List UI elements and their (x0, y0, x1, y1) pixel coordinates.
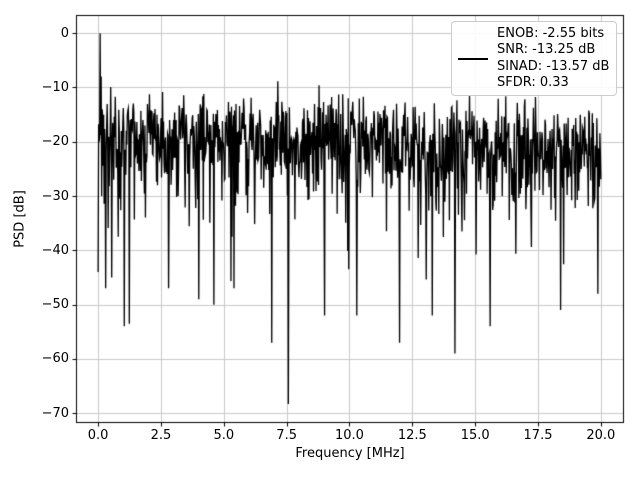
y-tick-label: −30 (41, 188, 69, 204)
y-tick-label: 0 (60, 25, 69, 41)
legend-label-line: SFDR: 0.33 (497, 75, 569, 90)
legend-line-sample-icon (458, 57, 488, 60)
x-tick-label: 0.0 (87, 428, 109, 443)
legend-label-line: SNR: -13.25 dB (497, 42, 596, 57)
y-tick-label: −20 (41, 134, 69, 150)
x-tick-label: 12.5 (397, 428, 427, 443)
legend-text-block: ENOB: -2.55 bits SNR: -13.25 dB SINAD: -13… (497, 26, 610, 92)
x-tick-label: 10.0 (335, 428, 364, 443)
legend: ENOB: -2.55 bits SNR: -13.25 dB SINAD: -13… (451, 21, 617, 96)
y-tick-label: −50 (41, 297, 69, 313)
x-tick-label: 5.0 (213, 428, 235, 443)
x-tick-label: 15.0 (460, 428, 490, 443)
y-tick-label: −70 (41, 405, 69, 421)
x-axis-label: Frequency [MHz] (295, 446, 405, 461)
x-tick-label: 20.0 (586, 428, 616, 443)
x-tick-label: 7.5 (276, 428, 297, 443)
legend-label-line: SINAD: -13.57 dB (497, 58, 610, 74)
y-tick-label: −10 (41, 79, 69, 95)
legend-label-line: ENOB: -2.55 bits (497, 25, 605, 41)
x-tick-label: 17.5 (523, 428, 553, 443)
y-axis-label: PSD [dB] (12, 190, 28, 248)
y-tick-label: −40 (41, 242, 69, 258)
x-tick-label: 2.5 (150, 428, 172, 443)
y-tick-label: −60 (41, 351, 69, 367)
